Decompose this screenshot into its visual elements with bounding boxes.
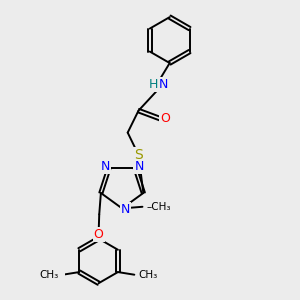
Text: S: S <box>134 148 143 162</box>
Text: O: O <box>94 227 103 241</box>
Text: CH₃: CH₃ <box>40 270 59 280</box>
Text: N: N <box>159 78 169 91</box>
Text: N: N <box>100 160 110 173</box>
Text: H: H <box>148 78 158 91</box>
Text: N: N <box>121 202 130 216</box>
Text: N: N <box>134 160 144 173</box>
Text: O: O <box>160 112 170 125</box>
Text: CH₃: CH₃ <box>138 270 158 280</box>
Text: –CH₃: –CH₃ <box>146 202 171 212</box>
